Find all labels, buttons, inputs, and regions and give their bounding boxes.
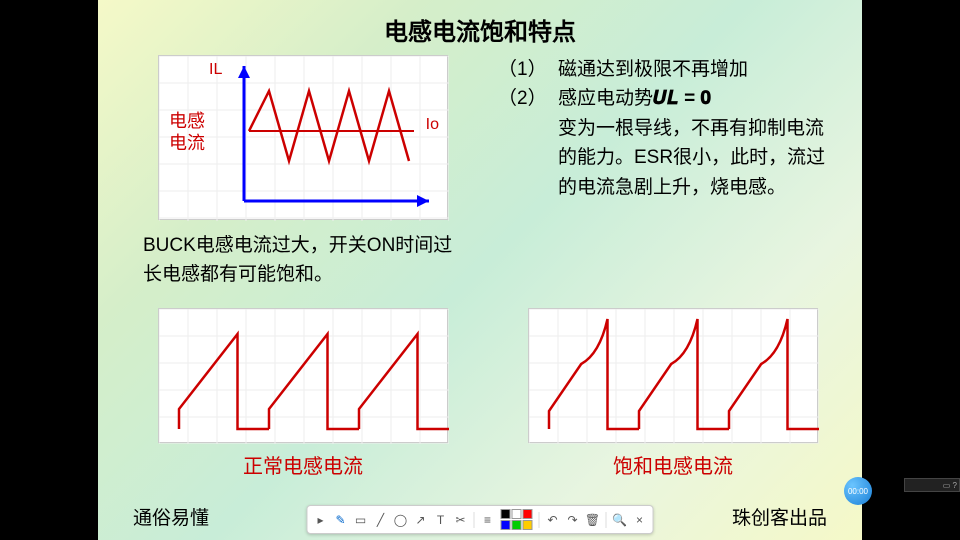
chart-saturated-current <box>528 308 818 443</box>
point-2-num: （2） <box>498 84 558 202</box>
timer-bubble[interactable]: 00:00 <box>844 477 872 505</box>
color-swatch[interactable] <box>512 520 522 530</box>
text-icon[interactable]: T <box>434 513 448 527</box>
undo-icon[interactable]: ↶ <box>546 513 560 527</box>
crop-icon[interactable]: ✂ <box>454 513 468 527</box>
redo-icon[interactable]: ↷ <box>566 513 580 527</box>
trash-icon[interactable]: 🗑 <box>586 513 600 527</box>
color-palette[interactable] <box>501 509 533 530</box>
footer-left: 通俗易懂 <box>133 503 209 530</box>
current-label: 电感电流 <box>169 111 205 154</box>
line-icon[interactable]: ╱ <box>374 513 388 527</box>
caption-saturated: 饱和电感电流 <box>528 450 818 479</box>
point-2-post: 变为一根导线，不再有抑制电流的能力。ESR很小，此时，流过的电流急剧上升，烧电感… <box>558 118 825 198</box>
arrow-icon[interactable]: ↗ <box>414 513 428 527</box>
color-swatch[interactable] <box>501 509 511 519</box>
chart-normal-svg <box>159 309 449 444</box>
slide: 电感电流饱和特点 IL 电感电流 Io BUCK电感电流过大，开关ON时间过长电… <box>98 0 862 540</box>
rect-icon[interactable]: ▭ <box>354 513 368 527</box>
circle-icon[interactable]: ◯ <box>394 513 408 527</box>
chart-normal-current <box>158 308 448 443</box>
point-1: （1） 磁通达到极限不再增加 <box>498 55 838 84</box>
chart-sat-svg <box>529 309 819 444</box>
color-swatch[interactable] <box>523 509 533 519</box>
separator <box>606 512 607 528</box>
color-swatch[interactable] <box>523 520 533 530</box>
separator <box>474 512 475 528</box>
point-1-num: （1） <box>498 55 558 84</box>
formula-ul: 𝑼𝑳 = 𝟎 <box>653 88 711 109</box>
point-1-body: 磁通达到极限不再增加 <box>558 55 838 84</box>
close-icon[interactable]: × <box>633 513 647 527</box>
zoom-icon[interactable]: 🔍 <box>613 513 627 527</box>
status-bar: ▭ ? <box>904 478 960 492</box>
color-swatch[interactable] <box>512 509 522 519</box>
pen-icon[interactable]: ✎ <box>334 513 348 527</box>
stroke-icon[interactable]: ≡ <box>481 513 495 527</box>
point-2: （2） 感应电动势𝑼𝑳 = 𝟎 变为一根导线，不再有抑制电流的能力。ESR很小，… <box>498 84 838 202</box>
slide-title: 电感电流饱和特点 <box>98 0 862 47</box>
point-2-body: 感应电动势𝑼𝑳 = 𝟎 变为一根导线，不再有抑制电流的能力。ESR很小，此时，流… <box>558 84 838 202</box>
footer-right: 珠创客出品 <box>732 503 827 530</box>
annotation-toolbar[interactable]: ▸ ✎ ▭ ╱ ◯ ↗ T ✂ ≡ ↶ ↷ 🗑 🔍 × <box>307 505 654 534</box>
buck-note: BUCK电感电流过大，开关ON时间过长电感都有可能饱和。 <box>143 232 463 289</box>
color-swatch[interactable] <box>501 520 511 530</box>
separator <box>539 512 540 528</box>
points-list: （1） 磁通达到极限不再增加 （2） 感应电动势𝑼𝑳 = 𝟎 变为一根导线，不再… <box>498 55 838 202</box>
il-label: IL <box>209 61 222 79</box>
pointer-icon[interactable]: ▸ <box>314 513 328 527</box>
io-label: Io <box>426 116 439 134</box>
point-2-pre: 感应电动势 <box>558 88 653 109</box>
caption-normal: 正常电感电流 <box>158 450 448 479</box>
chart-inductor-current: IL 电感电流 Io <box>158 55 448 220</box>
